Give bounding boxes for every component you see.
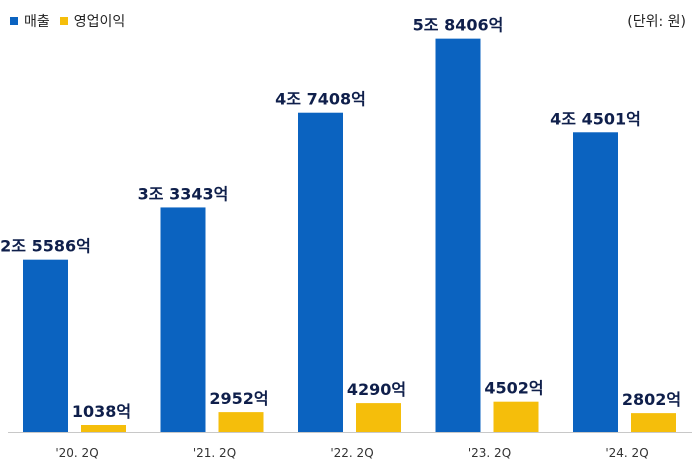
profit-data-label: 2802억 [622, 390, 681, 409]
sales-bar [573, 132, 618, 432]
legend: 매출 영업이익 [10, 11, 135, 31]
sales-data-label: 3조 3343억 [138, 184, 229, 203]
sales-data-label: 4조 4501억 [550, 109, 641, 128]
profit-data-label: 4290억 [347, 380, 406, 399]
sales-data-label: 4조 7408억 [275, 90, 366, 109]
legend-label-profit: 영업이익 [73, 14, 126, 30]
sales-bar [435, 38, 481, 432]
x-tick-label: '22. 2Q [330, 446, 373, 460]
profit-bar [493, 401, 539, 432]
profit-data-label: 4502억 [484, 379, 543, 398]
unit-label: (단위: 원) [627, 14, 686, 30]
profit-data-label: 2952억 [209, 389, 268, 408]
profit-bar [81, 425, 126, 432]
profit-bar [631, 413, 676, 432]
profit-bar [218, 412, 264, 432]
profit-data-label: 1038억 [72, 402, 131, 421]
legend-item-profit: 영업이익 [59, 11, 126, 31]
legend-swatch-sales [10, 17, 18, 25]
sales-bar [298, 112, 343, 432]
sales-bar [23, 259, 68, 432]
legend-item-sales: 매출 [10, 11, 50, 31]
x-tick-label: '24. 2Q [605, 446, 648, 460]
x-tick-label: '20. 2Q [55, 446, 98, 460]
profit-bar [356, 403, 401, 432]
x-tick-label: '23. 2Q [468, 446, 511, 460]
x-tick-label: '21. 2Q [193, 446, 236, 460]
legend-swatch-profit [59, 17, 68, 25]
sales-data-label: 5조 8406억 [413, 16, 504, 35]
legend-label-sales: 매출 [24, 14, 50, 30]
sales-data-label: 2조 5586억 [0, 237, 91, 256]
sales-bar [160, 207, 206, 432]
